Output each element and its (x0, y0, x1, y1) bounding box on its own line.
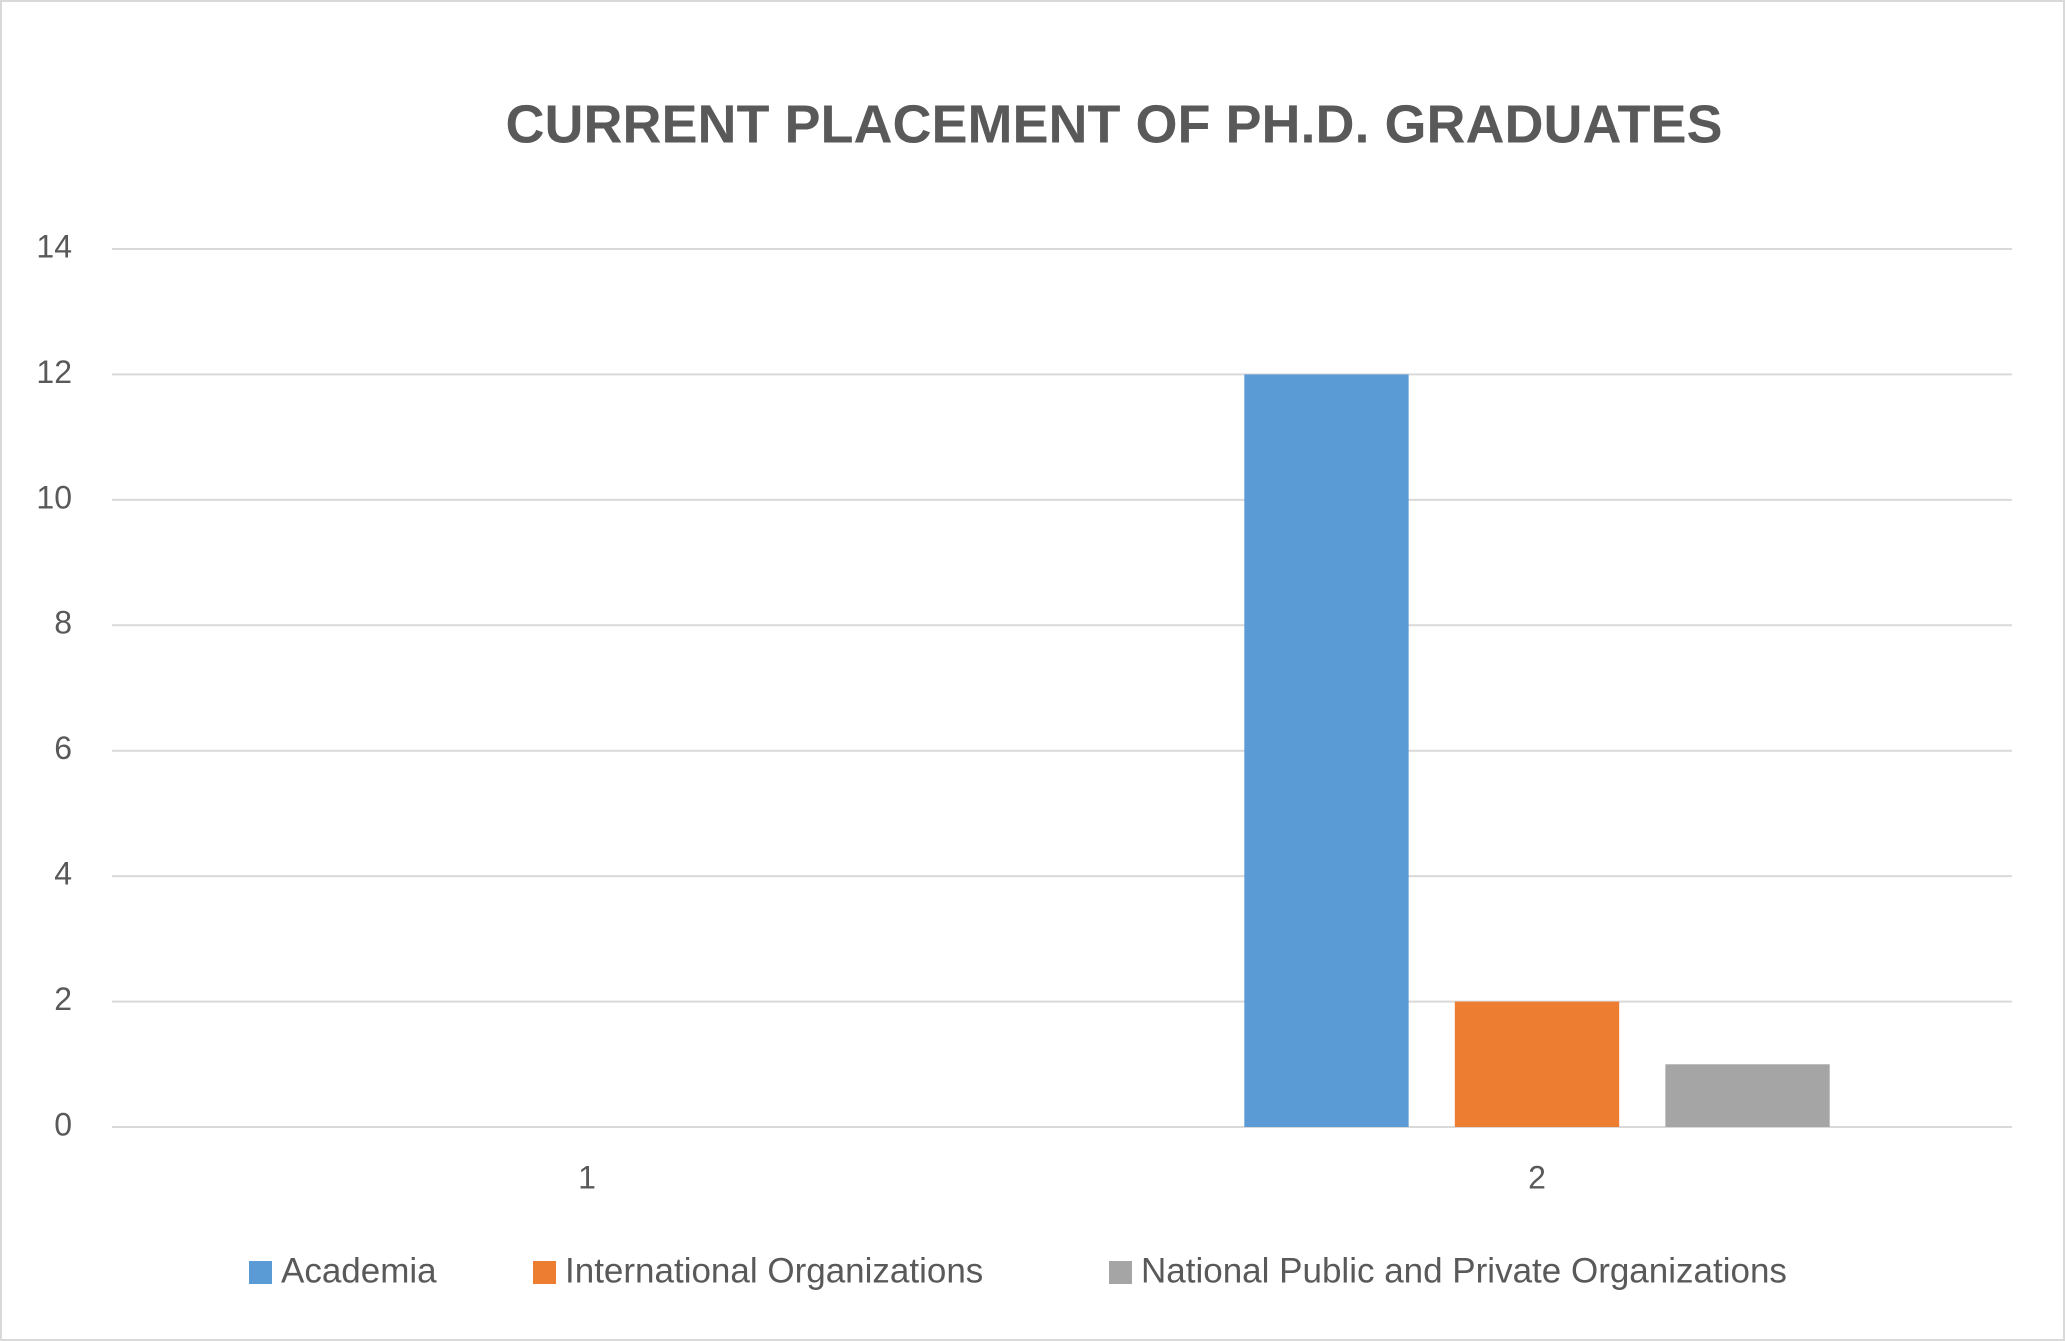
y-tick-label: 6 (54, 730, 72, 766)
legend-swatch (249, 1261, 272, 1284)
bar (1665, 1064, 1830, 1127)
y-tick-label: 2 (54, 981, 72, 1017)
bar (1244, 374, 1409, 1127)
bar (1454, 1001, 1620, 1127)
legend-swatch (533, 1261, 556, 1284)
x-tick-label: 2 (1528, 1159, 1546, 1195)
y-tick-label: 8 (54, 605, 72, 641)
y-tick-label: 10 (36, 479, 72, 515)
legend-swatch (1109, 1261, 1132, 1284)
y-tick-label: 14 (36, 228, 72, 264)
y-tick-label: 0 (54, 1106, 72, 1142)
x-tick-label: 1 (578, 1159, 596, 1195)
legend-label: International Organizations (565, 1251, 983, 1290)
legend-label: National Public and Private Organization… (1141, 1251, 1787, 1290)
chart-title: CURRENT PLACEMENT OF PH.D. GRADUATES (505, 94, 1722, 154)
y-tick-label: 12 (36, 354, 72, 390)
y-tick-label: 4 (54, 856, 72, 892)
legend-label: Academia (281, 1251, 437, 1290)
